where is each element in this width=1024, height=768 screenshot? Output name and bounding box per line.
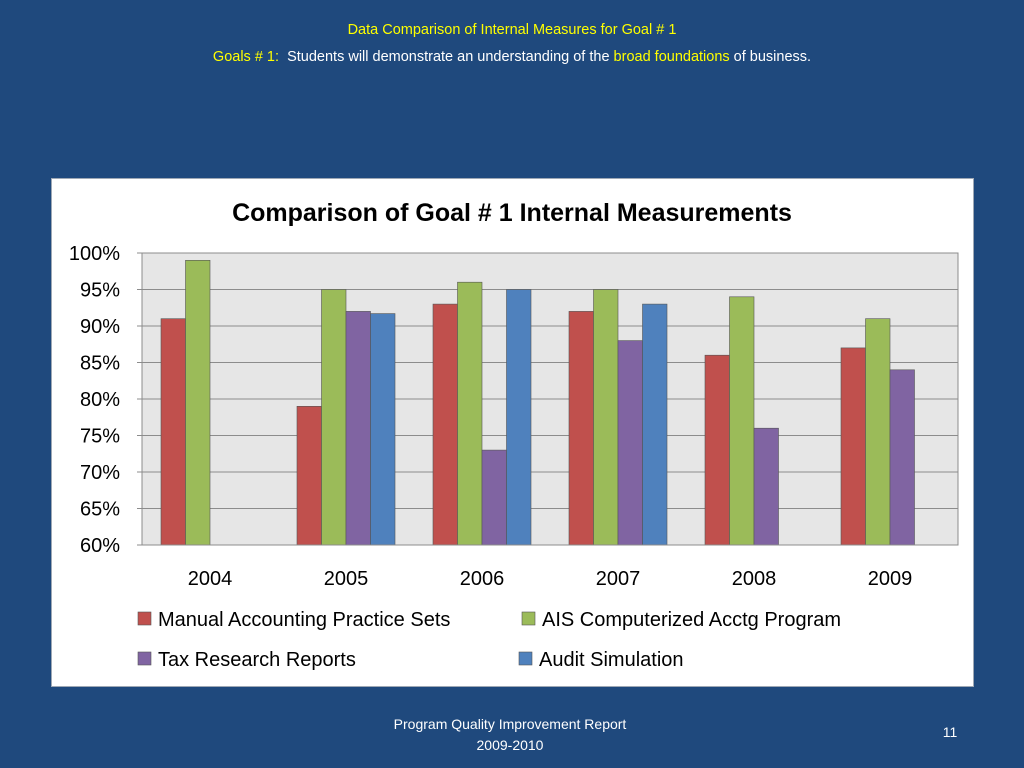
y-tick-label: 80% <box>80 389 120 411</box>
goal-highlight: broad foundations <box>613 49 730 65</box>
y-tick-label: 60% <box>80 535 120 557</box>
y-tick-label: 85% <box>80 353 120 375</box>
y-tick-label: 75% <box>80 426 120 448</box>
chart-title: Comparison of Goal # 1 Internal Measurem… <box>232 199 792 227</box>
bar-2004-1 <box>160 318 186 546</box>
bar-2007-3 <box>617 340 643 546</box>
legend-label: AIS Computerized Acctg Program <box>542 609 841 631</box>
goal-label: Goals # 1: <box>212 49 280 65</box>
x-tick-label: 2007 <box>596 568 641 590</box>
bar-2006-3 <box>481 449 507 546</box>
footer-year: 2009-2010 <box>476 737 544 753</box>
bar-2007-2 <box>593 289 619 546</box>
bar-2009-1 <box>840 347 866 546</box>
bar-2005-4 <box>370 313 396 546</box>
slide-subtitle: Goals # 1: Students will demonstrate an … <box>0 49 1024 65</box>
slide-title: Data Comparison of Internal Measures for… <box>347 22 677 38</box>
y-tick-label: 95% <box>80 280 120 302</box>
bar-2009-3 <box>889 369 915 546</box>
bar-2007-1 <box>568 311 594 546</box>
legend-label: Audit Simulation <box>539 649 684 671</box>
bar-2007-4 <box>642 303 668 546</box>
bar-2006-1 <box>432 303 458 546</box>
footer-report-title: Program Quality Improvement Report <box>393 716 627 732</box>
page-number: 11 <box>942 724 958 740</box>
bar-2008-3 <box>753 427 779 546</box>
y-tick-label: 100% <box>69 243 120 265</box>
bar-2008-1 <box>704 354 730 546</box>
y-tick-label: 70% <box>80 462 120 484</box>
bar-2006-4 <box>506 289 532 546</box>
chart-container: Comparison of Goal # 1 Internal Measurem… <box>51 178 974 687</box>
legend-swatch <box>137 611 152 626</box>
bar-2005-1 <box>296 406 322 546</box>
bar-2005-3 <box>345 311 371 546</box>
goal-text-start: Students will demonstrate an understandi… <box>287 49 610 65</box>
y-tick-label: 65% <box>80 499 120 521</box>
legend-swatch <box>137 651 152 666</box>
footer: Program Quality Improvement Report 2009-… <box>340 714 680 756</box>
legend-swatch <box>518 651 533 666</box>
legend-label: Tax Research Reports <box>158 649 356 671</box>
x-tick-label: 2009 <box>868 568 913 590</box>
legend-swatch <box>521 611 536 626</box>
bar-2005-2 <box>321 289 347 546</box>
y-tick-label: 90% <box>80 316 120 338</box>
bar-chart: Comparison of Goal # 1 Internal Measurem… <box>69 199 959 671</box>
bar-2008-2 <box>729 296 755 546</box>
goal-text-end: of business. <box>733 49 812 65</box>
x-tick-label: 2004 <box>188 568 233 590</box>
x-tick-label: 2006 <box>460 568 505 590</box>
x-tick-label: 2008 <box>732 568 777 590</box>
legend-label: Manual Accounting Practice Sets <box>158 609 450 631</box>
bar-2004-2 <box>185 260 211 546</box>
bar-2006-2 <box>457 281 483 546</box>
bar-2009-2 <box>865 318 891 546</box>
x-tick-label: 2005 <box>324 568 369 590</box>
